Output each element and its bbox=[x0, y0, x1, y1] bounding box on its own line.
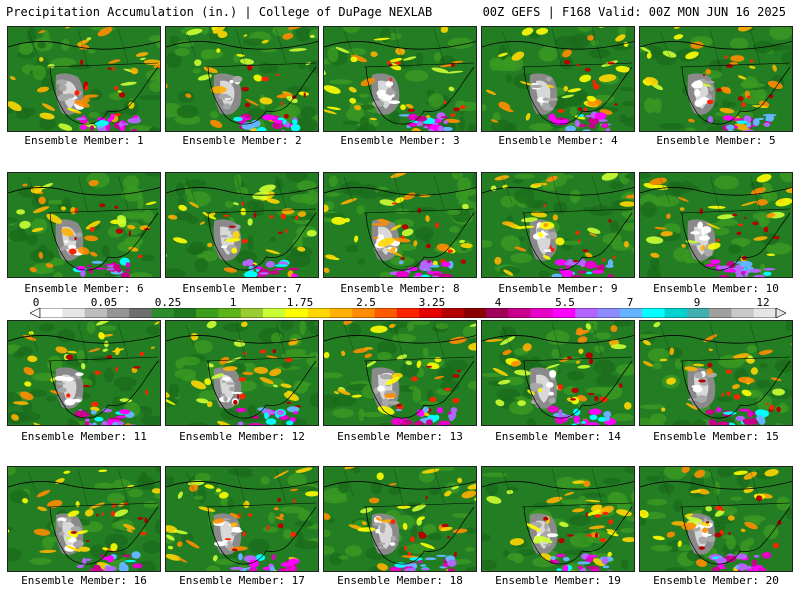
ensemble-map-panel bbox=[323, 172, 477, 278]
ensemble-map-panel bbox=[7, 26, 161, 132]
ensemble-member-label: Ensemble Member: 4 bbox=[498, 134, 618, 147]
ensemble-map-panel bbox=[639, 172, 793, 278]
colorbar-swatch bbox=[709, 308, 732, 318]
run-info: 00Z GEFS | F168 Valid: 00Z MON JUN 16 20… bbox=[482, 5, 786, 19]
colorbar-swatch bbox=[218, 308, 242, 318]
ensemble-member-label: Ensemble Member: 16 bbox=[21, 574, 147, 587]
colorbar-swatch bbox=[396, 308, 420, 318]
colorbar-swatch bbox=[352, 308, 376, 318]
colorbar-swatch bbox=[106, 308, 130, 318]
colorbar-swatch bbox=[40, 308, 63, 318]
colorbar-tick-label: 4 bbox=[494, 296, 502, 309]
colorbar-swatch bbox=[508, 308, 532, 318]
colorbar-swatch bbox=[552, 308, 576, 318]
colorbar-tick-label: 1 bbox=[229, 296, 237, 309]
colorbar-tick-label: 2.5 bbox=[356, 296, 376, 309]
colorbar-tick-label: 1.75 bbox=[286, 296, 314, 309]
colorbar-swatch bbox=[619, 308, 643, 318]
colorbar-swatch bbox=[129, 308, 153, 318]
ensemble-map-panel bbox=[481, 26, 635, 132]
colorbar-swatch bbox=[419, 308, 442, 318]
ensemble-member-label: Ensemble Member: 7 bbox=[182, 282, 302, 295]
ensemble-map-panel bbox=[165, 26, 319, 132]
colorbar-swatch bbox=[329, 308, 353, 318]
ensemble-map-panel bbox=[7, 172, 161, 278]
ensemble-map-panel bbox=[481, 466, 635, 572]
ensemble-member-label: Ensemble Member: 1 bbox=[24, 134, 144, 147]
colorbar-tick-label: 0.25 bbox=[154, 296, 182, 309]
colorbar-swatch bbox=[463, 308, 487, 318]
ensemble-map-panel bbox=[639, 26, 793, 132]
ensemble-member-label: Ensemble Member: 8 bbox=[340, 282, 460, 295]
ensemble-member-label: Ensemble Member: 13 bbox=[337, 430, 463, 443]
colorbar-arrow-right bbox=[775, 308, 786, 318]
ensemble-map-panel bbox=[165, 320, 319, 426]
ensemble-map-panel bbox=[323, 26, 477, 132]
colorbar-swatch bbox=[486, 308, 509, 318]
ensemble-member-label: Ensemble Member: 9 bbox=[498, 282, 618, 295]
colorbar-swatch bbox=[285, 308, 309, 318]
colorbar-swatch bbox=[731, 308, 755, 318]
ensemble-member-label: Ensemble Member: 5 bbox=[656, 134, 776, 147]
colorbar-swatch bbox=[597, 308, 621, 318]
colorbar-tick-label: 0 bbox=[32, 296, 40, 309]
ensemble-member-label: Ensemble Member: 11 bbox=[21, 430, 147, 443]
colorbar-swatch bbox=[307, 308, 331, 318]
ensemble-map-panel bbox=[7, 466, 161, 572]
ensemble-member-label: Ensemble Member: 17 bbox=[179, 574, 305, 587]
ensemble-member-label: Ensemble Member: 15 bbox=[653, 430, 779, 443]
ensemble-member-label: Ensemble Member: 19 bbox=[495, 574, 621, 587]
colorbar bbox=[30, 308, 786, 318]
ensemble-map-panel bbox=[323, 320, 477, 426]
ensemble-map-panel bbox=[323, 466, 477, 572]
ensemble-map-panel bbox=[481, 172, 635, 278]
ensemble-map-panel bbox=[639, 466, 793, 572]
ensemble-map-panel bbox=[481, 320, 635, 426]
colorbar-swatch bbox=[62, 308, 86, 318]
ensemble-member-label: Ensemble Member: 6 bbox=[24, 282, 144, 295]
ensemble-member-label: Ensemble Member: 3 bbox=[340, 134, 460, 147]
colorbar-tick-label: 7 bbox=[626, 296, 634, 309]
colorbar-swatch bbox=[530, 308, 554, 318]
colorbar-arrow-left bbox=[30, 308, 41, 318]
colorbar-swatch bbox=[263, 308, 286, 318]
ensemble-map-panel bbox=[165, 172, 319, 278]
ensemble-member-label: Ensemble Member: 2 bbox=[182, 134, 302, 147]
colorbar-swatch bbox=[374, 308, 398, 318]
colorbar-tick-label: 3.25 bbox=[418, 296, 446, 309]
colorbar-tick-label: 12 bbox=[756, 296, 770, 309]
colorbar-swatch bbox=[84, 308, 108, 318]
ensemble-map-panel bbox=[7, 320, 161, 426]
colorbar-tick-label: 9 bbox=[693, 296, 701, 309]
colorbar-swatch bbox=[686, 308, 710, 318]
colorbar-swatch bbox=[240, 308, 264, 318]
colorbar-swatch bbox=[441, 308, 465, 318]
colorbar-swatch bbox=[151, 308, 175, 318]
ensemble-map-panel bbox=[639, 320, 793, 426]
ensemble-member-label: Ensemble Member: 18 bbox=[337, 574, 463, 587]
colorbar-swatch bbox=[196, 308, 219, 318]
ensemble-member-label: Ensemble Member: 20 bbox=[653, 574, 779, 587]
colorbar-tick-label: 0.05 bbox=[90, 296, 118, 309]
colorbar-tick-label: 5.5 bbox=[555, 296, 575, 309]
colorbar-swatch bbox=[664, 308, 688, 318]
colorbar-swatch bbox=[173, 308, 197, 318]
colorbar-swatch bbox=[575, 308, 599, 318]
colorbar-swatch bbox=[753, 308, 777, 318]
ensemble-map-panel bbox=[165, 466, 319, 572]
ensemble-member-label: Ensemble Member: 10 bbox=[653, 282, 779, 295]
ensemble-member-label: Ensemble Member: 12 bbox=[179, 430, 305, 443]
page-title: Precipitation Accumulation (in.) | Colle… bbox=[6, 5, 433, 19]
colorbar-swatch bbox=[642, 308, 665, 318]
ensemble-member-label: Ensemble Member: 14 bbox=[495, 430, 621, 443]
